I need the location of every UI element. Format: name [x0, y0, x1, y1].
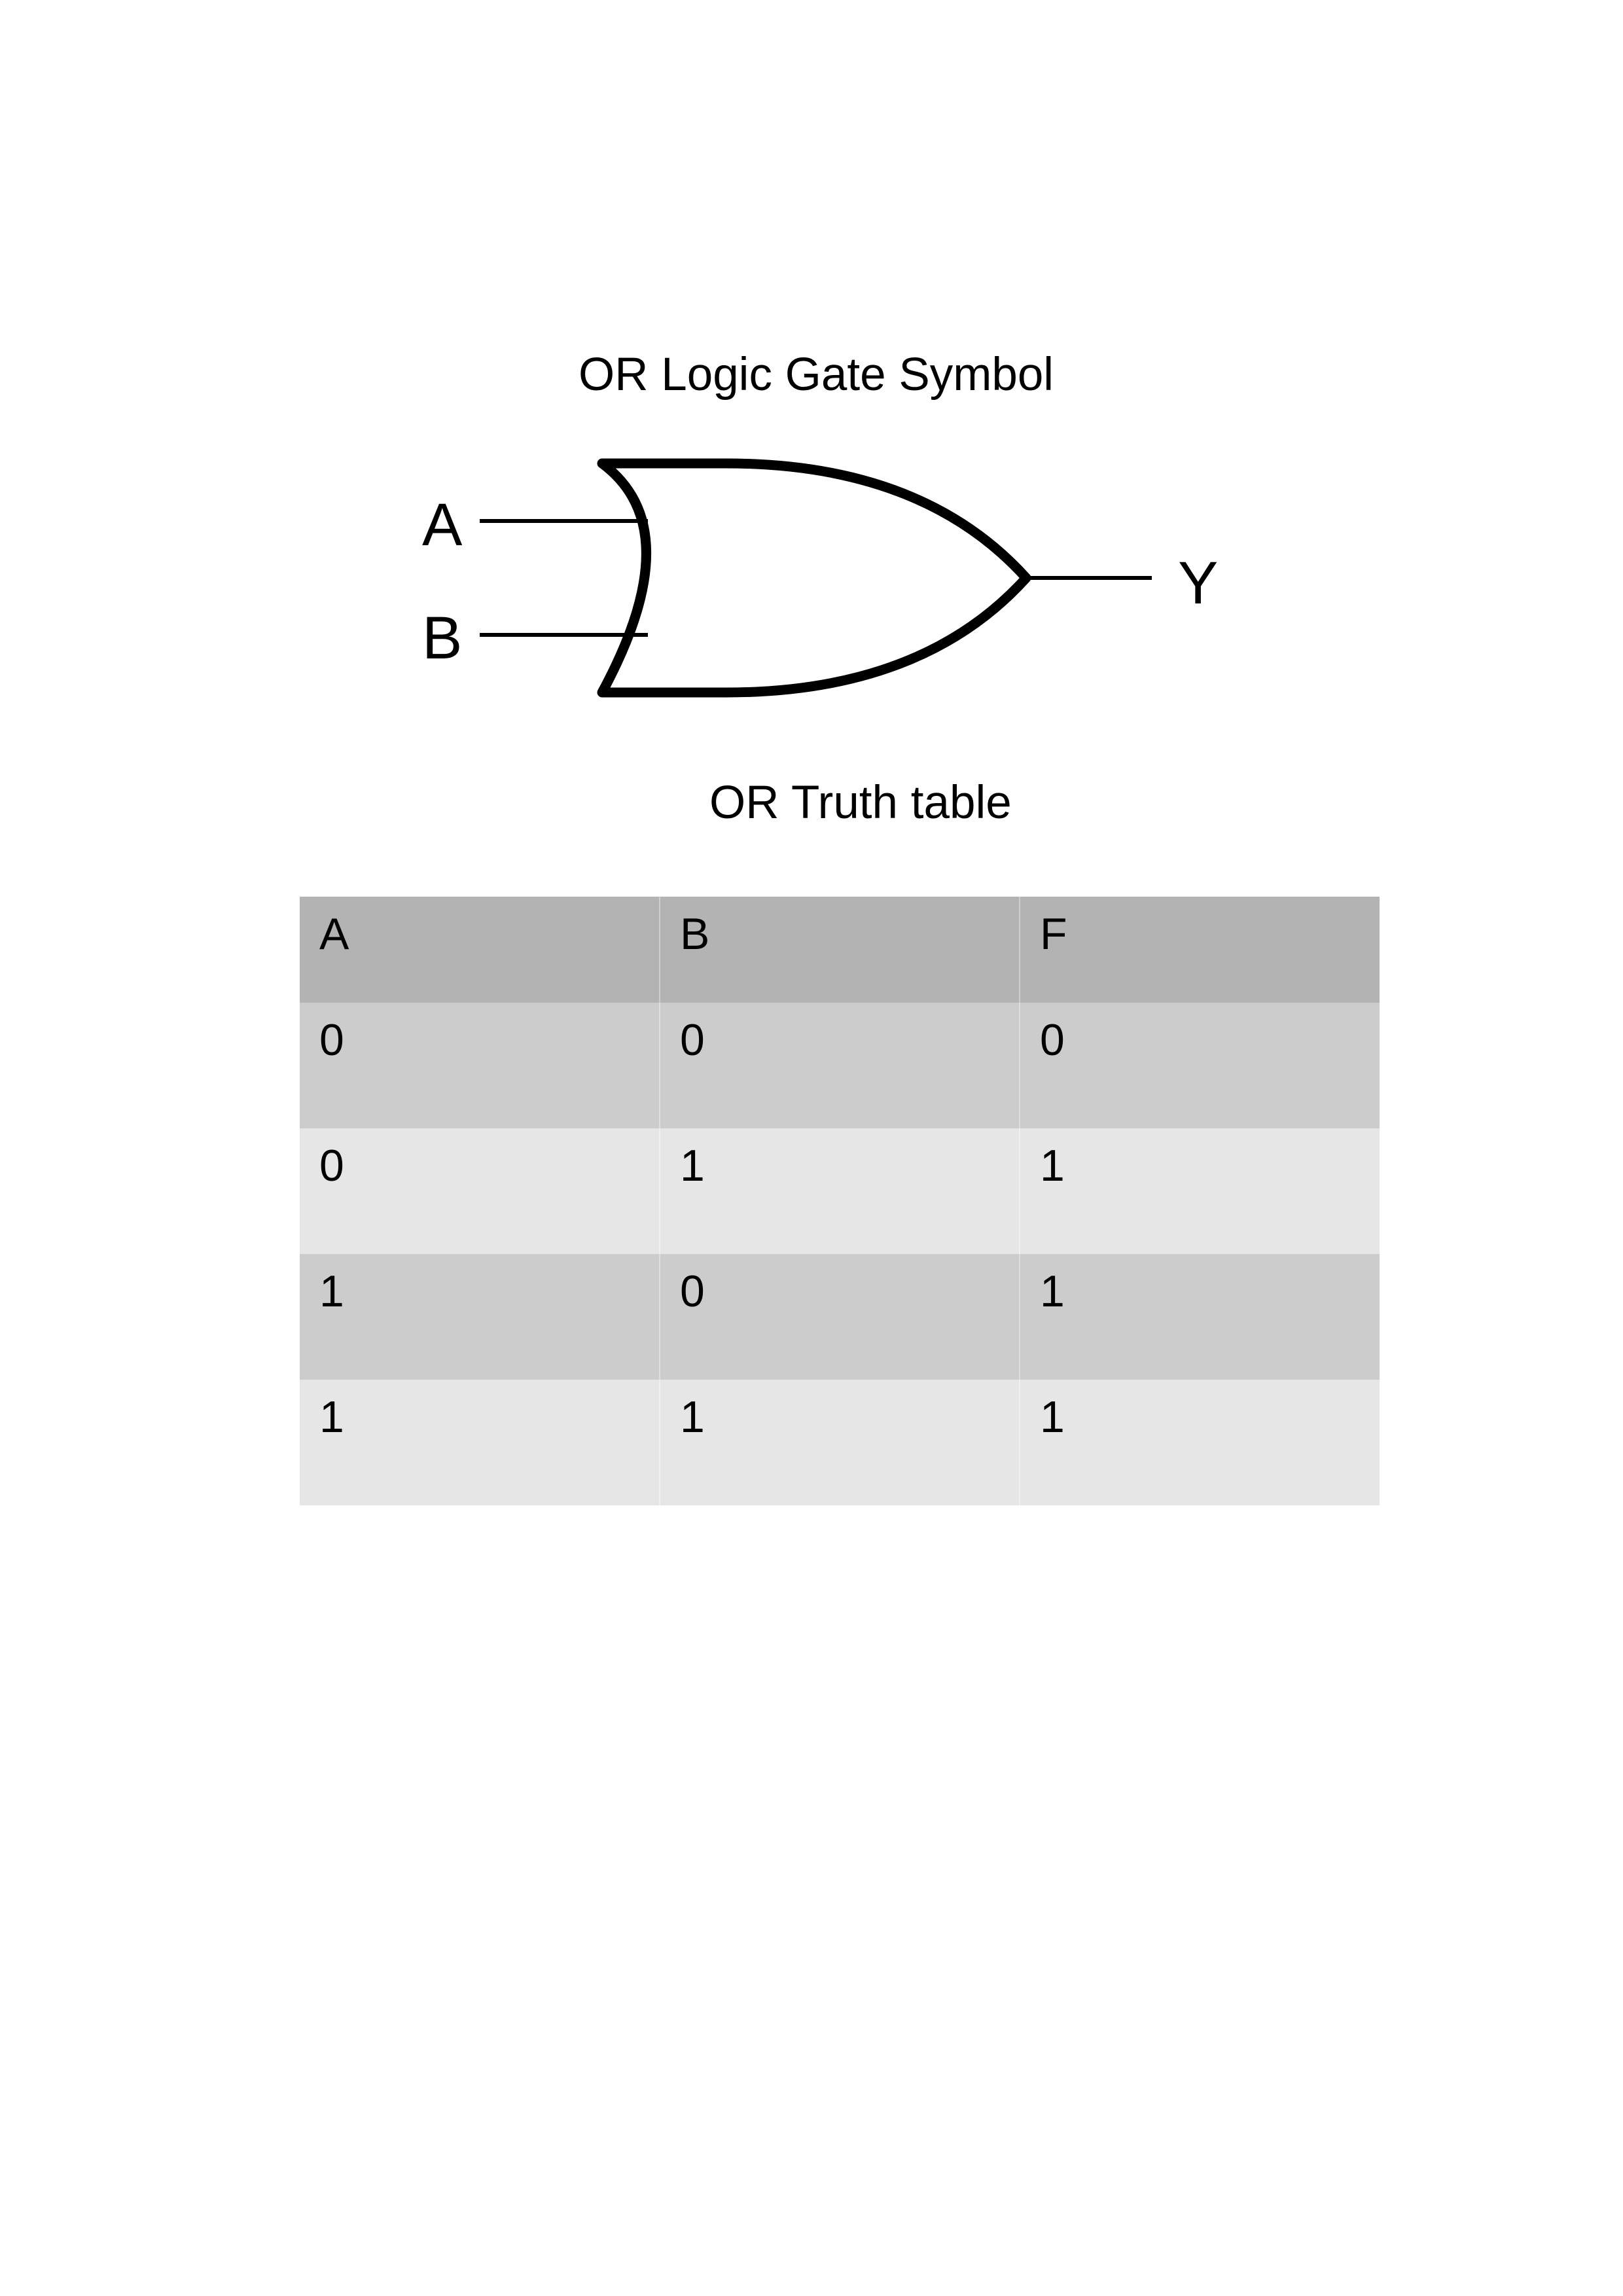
header-cell-a: A	[300, 897, 660, 1003]
table-cell: 1	[1040, 1392, 1065, 1442]
table-cell: 1	[660, 1380, 1020, 1505]
table-row: 1 1 1	[300, 1380, 1380, 1505]
table-cell: 0	[660, 1254, 1020, 1380]
table-cell: 0	[660, 1003, 1020, 1128]
gate-title: OR Logic Gate Symbol	[579, 349, 1054, 401]
truth-table: A B F 0 0 0 0 1 1 1 0 1 1 1 1	[300, 897, 1380, 1505]
input-a-label: A	[422, 492, 463, 558]
table-row: 0 0 0	[300, 1003, 1380, 1128]
table-row: 1 0 1	[300, 1254, 1380, 1380]
table-cell: 1	[660, 1128, 1020, 1254]
or-gate-body	[597, 458, 1031, 698]
table-cell: 0	[1040, 1015, 1065, 1065]
table-cell: 0	[300, 1128, 660, 1254]
table-cell: 1	[300, 1380, 660, 1505]
table-cell: 0	[300, 1003, 660, 1128]
output-y-label: Y	[1178, 550, 1218, 617]
table-cell: 1	[1040, 1266, 1065, 1316]
truth-table-title: OR Truth table	[709, 777, 1012, 829]
header-cell-f: F	[1040, 909, 1067, 959]
or-gate-diagram: A B Y	[422, 458, 1218, 698]
header-cell-b: B	[660, 897, 1020, 1003]
input-b-label: B	[422, 605, 462, 672]
table-cell: 1	[300, 1254, 660, 1380]
truth-table-header-row: A B F	[300, 897, 1380, 1003]
table-row: 0 1 1	[300, 1128, 1380, 1254]
table-cell: 1	[1040, 1141, 1065, 1191]
